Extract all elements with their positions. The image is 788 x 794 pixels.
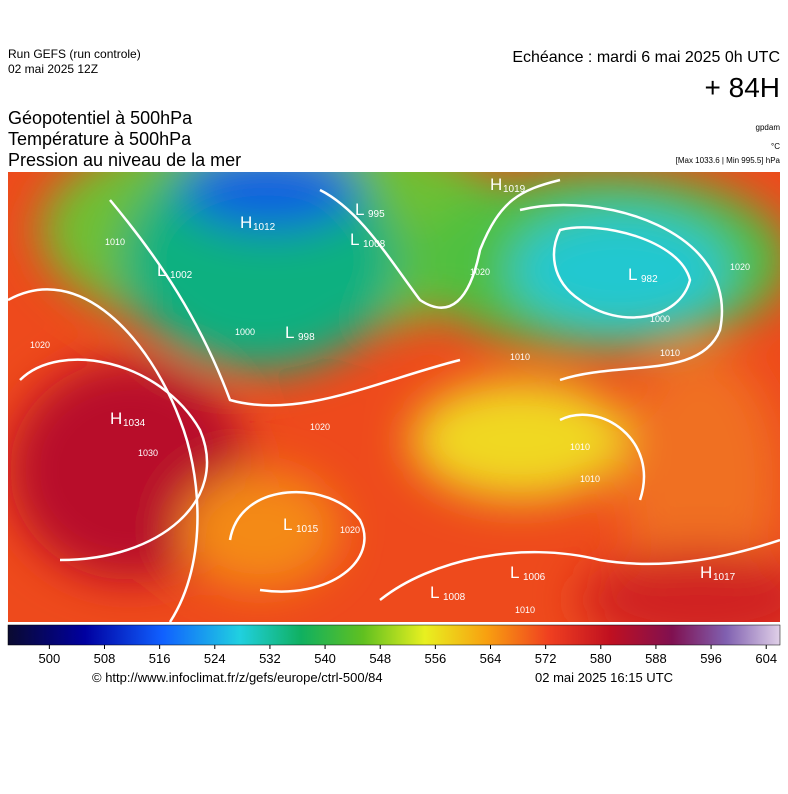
pressure-symbol: L: [285, 323, 294, 342]
pressure-value: 1008: [443, 592, 466, 603]
run-date: 02 mai 2025 12Z: [8, 62, 98, 76]
colorbar-label: 548: [369, 651, 391, 666]
issued: 02 mai 2025 16:15 UTC: [535, 670, 673, 685]
pressure-value: 998: [298, 332, 315, 343]
lead-time: + 84H: [705, 72, 781, 103]
pressure-symbol: L: [628, 265, 637, 284]
echeance: Echéance : mardi 6 mai 2025 0h UTC: [512, 49, 780, 66]
pressure-value: 1019: [503, 184, 526, 195]
colorbar-label: 500: [39, 651, 61, 666]
map: [8, 172, 780, 622]
run: Run GEFS (run controle): [8, 47, 141, 61]
contour-label: 1020: [30, 340, 50, 350]
pressure-symbol: L: [157, 261, 166, 280]
contour-label: 1010: [515, 605, 535, 615]
pressure-symbol: H: [490, 175, 502, 194]
colorbar-label: 596: [700, 651, 722, 666]
contour-label: 1020: [470, 267, 490, 277]
colorbar-label: 556: [425, 651, 447, 666]
contour-label: 1010: [105, 237, 125, 247]
colorbar: [7, 624, 781, 646]
pressure-symbol: L: [510, 563, 519, 582]
contour-label: 1000: [650, 314, 670, 324]
colorbar-label: 532: [259, 651, 281, 666]
contour-label: 1020: [310, 422, 330, 432]
colorbar-label: 524: [204, 651, 226, 666]
colorbar-label: 580: [590, 651, 612, 666]
pressure-symbol: L: [355, 200, 364, 219]
contour-label: 1010: [510, 352, 530, 362]
source: © http://www.infoclimat.fr/z/gefs/europe…: [92, 670, 383, 685]
colorbar-label: 564: [480, 651, 502, 666]
pressure-value: 1017: [713, 572, 736, 583]
contour-label: 1010: [570, 442, 590, 452]
extremes: [Max 1033.6 | Min 995.5] hPa: [676, 156, 781, 165]
unit: °C: [771, 142, 780, 151]
pressure-symbol: L: [430, 583, 439, 602]
pressure-symbol: H: [700, 563, 712, 582]
pressure-value: 1015: [296, 524, 319, 535]
unit: gpdam: [756, 123, 781, 132]
pressure-value: 1034: [123, 418, 146, 429]
pressure-value: 995: [368, 209, 385, 220]
contour-label: 1020: [730, 262, 750, 272]
title: Température à 500hPa: [8, 129, 192, 149]
pressure-value: 1012: [253, 222, 276, 233]
colorbar-label: 588: [645, 651, 667, 666]
pressure-value: 982: [641, 274, 658, 285]
contour-label: 1000: [235, 327, 255, 337]
colorbar-label: 540: [314, 651, 336, 666]
colorbar-label: 508: [94, 651, 116, 666]
pressure-symbol: H: [110, 409, 122, 428]
pressure-symbol: L: [350, 230, 359, 249]
contour-label: 1010: [580, 474, 600, 484]
colorbar-label: 572: [535, 651, 557, 666]
contour-label: 1020: [340, 525, 360, 535]
title: Pression au niveau de la mer: [8, 150, 241, 170]
pressure-value: 1006: [523, 572, 546, 583]
contour-label: 1010: [660, 348, 680, 358]
pressure-symbol: L: [283, 515, 292, 534]
colorbar-label: 516: [149, 651, 171, 666]
pressure-symbol: H: [240, 213, 252, 232]
colorbar-label: 604: [755, 651, 777, 666]
title: Géopotentiel à 500hPa: [8, 108, 193, 128]
contour-label: 1030: [138, 448, 158, 458]
pressure-value: 1002: [170, 270, 193, 281]
pressure-value: 1008: [363, 239, 386, 250]
